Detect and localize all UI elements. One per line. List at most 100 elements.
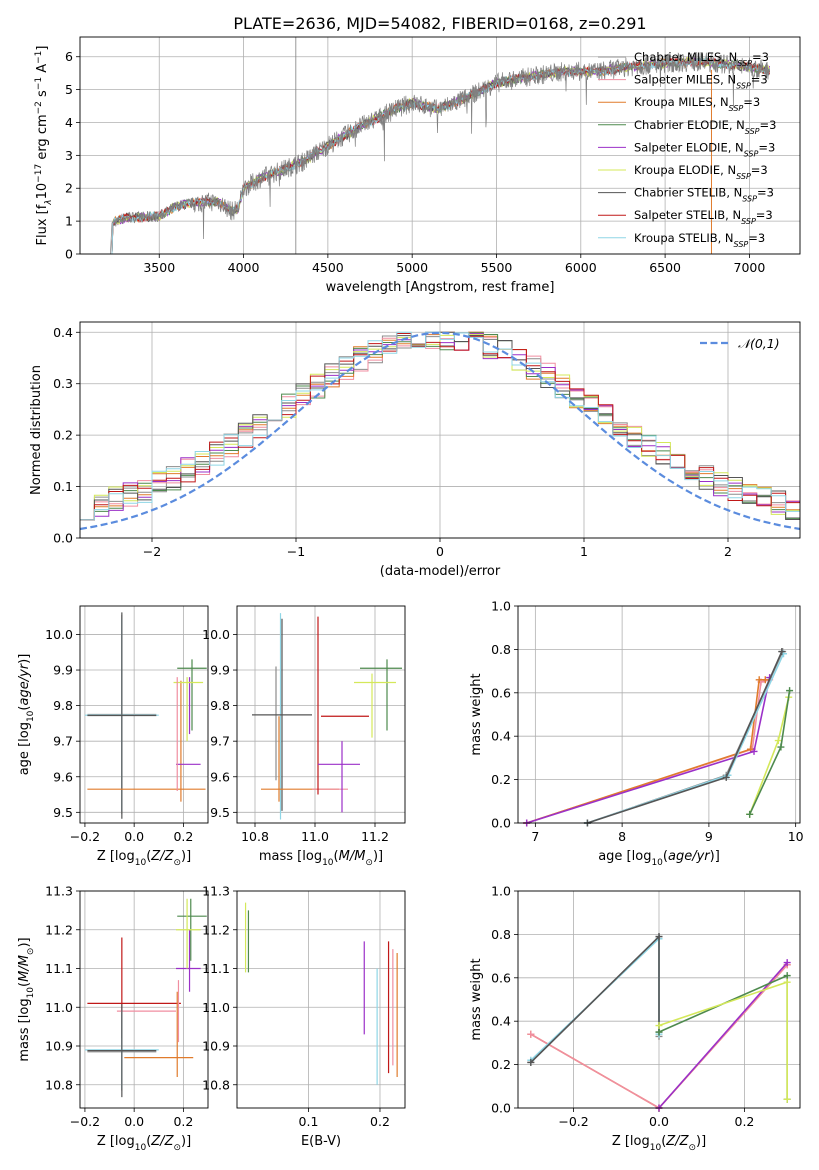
age-vs-mass-xlabel: mass [log10(M/M⊙)] xyxy=(259,849,383,868)
massweight-vs-age-point xyxy=(750,747,758,755)
mass-vs-Z-ytick-label: 10.9 xyxy=(45,1039,73,1054)
massweight-vs-age-point xyxy=(786,687,794,695)
spectrum-xtick-label: 6000 xyxy=(565,260,597,275)
mass-vs-Z-ytick-label: 11.1 xyxy=(45,961,73,976)
massweight-vs-age-xtick-label: 9 xyxy=(705,829,713,844)
age-vs-mass-xtick-label: 10.8 xyxy=(241,829,269,844)
age-vs-mass-plot-area xyxy=(252,613,402,820)
residuals-ytick-label: 0.1 xyxy=(53,479,73,494)
massweight-vs-Z-frame xyxy=(517,890,801,1109)
normal-curve xyxy=(79,331,801,531)
spectrum-ytick-label: 3 xyxy=(65,148,73,163)
mass-vs-EBV-ytick-label: 11.0 xyxy=(202,1000,230,1015)
legend-entry: Salpeter MILES, NSSP=3 xyxy=(634,73,768,91)
legend-entry: Salpeter ELODIE, NSSP=3 xyxy=(634,140,775,158)
age-vs-Z-xtick-label: 0.2 xyxy=(173,829,193,844)
spectrum-legend: Chabrier MILES, NSSP=3 Salpeter MILES, NS… xyxy=(598,50,776,248)
spectrum-panel: 3500 4000 4500 5000 5500 6000 6500 7000 0 1 2 3 4 5 6 C… xyxy=(34,36,801,295)
spectrum-observed-line xyxy=(110,52,770,255)
mass-vs-Z-xtick-label: 0.2 xyxy=(173,1114,193,1129)
spectrum-ytick-label: 0 xyxy=(65,247,73,262)
residuals-xtick-label: 2 xyxy=(724,544,732,559)
massweight-vs-Z-point xyxy=(783,978,791,986)
legend-entry: Chabrier ELODIE, NSSP=3 xyxy=(634,118,776,136)
massweight-vs-Z-ytick-label: 0.6 xyxy=(491,970,511,985)
age-vs-mass-ytick-label: 10.0 xyxy=(202,627,230,642)
mass-vs-EBV-plot-area xyxy=(244,902,398,1085)
age-vs-Z-ytick-label: 9.7 xyxy=(53,734,73,749)
mass-vs-Z-ytick-label: 11.3 xyxy=(45,884,73,899)
residuals-legend: 𝒩(0,1) xyxy=(700,336,780,351)
age-vs-Z-errorbar xyxy=(87,612,157,819)
massweight-vs-age-point xyxy=(761,676,769,684)
mass-vs-Z-ytick-label: 10.8 xyxy=(45,1077,73,1092)
residuals-xtick-label: 1 xyxy=(580,544,588,559)
legend-entry: Kroupa ELODIE, NSSP=3 xyxy=(634,163,768,181)
legend-entry: 𝒩(0,1) xyxy=(738,336,780,351)
massweight-vs-age-ylabel: mass weight xyxy=(469,673,484,755)
massweight-vs-age-frame xyxy=(517,605,801,824)
mass-vs-Z-xlabel: Z [log10(Z/Z⊙)] xyxy=(97,1134,191,1153)
age-vs-mass-frame xyxy=(236,605,406,824)
residuals-panel: −2 −1 0 1 2 0.0 0.1 0.2 0.3 0.4 𝒩(0,1) (data-model)… xyxy=(29,321,801,579)
mass-vs-EBV-ytick-label: 10.9 xyxy=(202,1039,230,1054)
age-vs-mass-ytick-label: 9.9 xyxy=(210,663,230,678)
spectrum-ylabel: Flux [fλ10−17 erg cm−2 s−1 A−1] xyxy=(34,46,54,246)
residual-histogram xyxy=(80,331,800,521)
mass-vs-Z-errorbar xyxy=(87,1004,157,1098)
mass-vs-EBV-ytick-label: 11.3 xyxy=(202,884,230,899)
massweight-vs-age-xlabel: age [log10(age/yr)] xyxy=(598,849,720,868)
residuals-xlabel: (data-model)/error xyxy=(380,564,501,579)
residuals-plot-area xyxy=(79,331,801,531)
massweight-vs-age-xtick-label: 8 xyxy=(618,829,626,844)
age-vs-Z-ylabel: age [log10(age/yr)] xyxy=(17,654,36,776)
chart-panels: 3500 4000 4500 5000 5500 6000 6500 7000 0 1 2 3 4 5 6 C… xyxy=(17,36,804,1153)
spectrum-xlabel: wavelength [Angstrom, rest frame] xyxy=(326,280,555,295)
legend-entry: Salpeter STELIB, NSSP=3 xyxy=(634,208,773,226)
mass-vs-Z-xtick-label: −0.2 xyxy=(70,1114,100,1129)
massweight-vs-Z-ytick-label: 0.4 xyxy=(491,1014,511,1029)
mass-vs-Z-panel: −0.2 0.0 0.2 10.8 10.9 11.0 11.1 11.2 11.3 Z [log… xyxy=(17,884,209,1153)
spectrum-ytick-label: 2 xyxy=(65,181,73,196)
mass-vs-Z-frame xyxy=(79,890,209,1109)
massweight-vs-Z-ytick-label: 0.0 xyxy=(491,1101,511,1116)
massweight-vs-age-ytick-label: 0.2 xyxy=(491,772,511,787)
massweight-vs-age-xtick-label: 7 xyxy=(531,829,539,844)
massweight-vs-Z-point xyxy=(783,972,791,980)
massweight-vs-Z-point xyxy=(655,933,663,941)
massweight-vs-Z-ytick-label: 0.8 xyxy=(491,927,511,942)
massweight-vs-Z-xtick-label: 0.0 xyxy=(649,1114,669,1129)
massweight-vs-Z-panel: −0.2 0.0 0.2 0.0 0.2 0.4 0.6 0.8 1.0 Z [log10(Z/Z… xyxy=(469,884,801,1153)
massweight-vs-age-ytick-label: 0.0 xyxy=(491,816,511,831)
spectrum-ytick-label: 4 xyxy=(65,115,73,130)
age-vs-Z-frame xyxy=(79,605,209,824)
age-vs-mass-ytick-label: 9.8 xyxy=(210,698,230,713)
residuals-xtick-label: −2 xyxy=(143,544,161,559)
residuals-ytick-label: 0.0 xyxy=(53,531,73,546)
spectrum-xtick-label: 6500 xyxy=(649,260,681,275)
legend-entry: Chabrier STELIB, NSSP=3 xyxy=(634,186,774,204)
mass-vs-Z-ytick-label: 11.0 xyxy=(45,1000,73,1015)
mass-vs-Z-ytick-label: 11.2 xyxy=(45,922,73,937)
spectrum-ytick-label: 6 xyxy=(65,49,73,64)
residuals-xtick-label: 0 xyxy=(436,544,444,559)
massweight-vs-age-ytick-label: 0.8 xyxy=(491,642,511,657)
spectrum-xtick-label: 4500 xyxy=(312,260,344,275)
massweight-vs-age-point xyxy=(746,810,754,818)
residuals-ytick-label: 0.3 xyxy=(53,376,73,391)
spectrum-plot-area xyxy=(110,37,771,255)
massweight-vs-Z-point xyxy=(655,1028,663,1036)
massweight-vs-age-plot-area xyxy=(523,648,794,827)
massweight-vs-Z-point xyxy=(783,1095,791,1103)
massweight-vs-age-point xyxy=(722,773,730,781)
spectrum-ytick-label: 1 xyxy=(65,214,73,229)
age-vs-Z-panel: −0.2 0.0 0.2 9.5 9.6 9.7 9.8 9.9 10.0 Z [log10(Z/… xyxy=(17,605,209,868)
legend-entry: Kroupa STELIB, NSSP=3 xyxy=(634,231,765,249)
mass-vs-EBV-xlabel: E(B-V) xyxy=(301,1134,341,1149)
age-vs-Z-xtick-label: −0.2 xyxy=(70,829,100,844)
mass-vs-EBV-xtick-label: 0.1 xyxy=(299,1114,319,1129)
mass-vs-Z-ylabel: mass [log10(M/M⊙)] xyxy=(17,937,36,1061)
mass-vs-Z-plot-area xyxy=(84,898,207,1098)
massweight-vs-age-point xyxy=(778,648,786,656)
